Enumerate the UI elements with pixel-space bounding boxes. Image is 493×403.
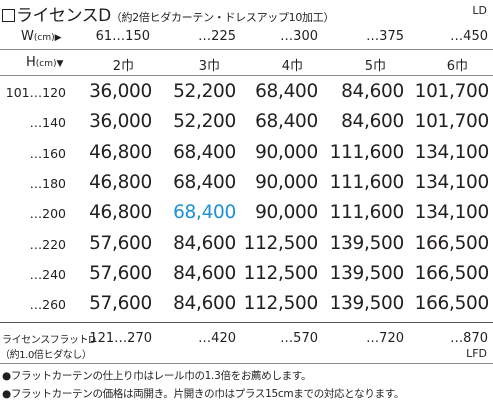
divider	[0, 75, 493, 76]
checkbox-icon	[2, 9, 15, 22]
price-cell: 84,600	[173, 262, 236, 284]
price-cell: 166,500	[414, 262, 490, 284]
price-cell: 57,600	[89, 232, 152, 254]
divider	[0, 363, 493, 364]
note-1: ●フラットカーテンの仕上り巾はレール巾の1.3倍をお薦めします。	[2, 370, 312, 382]
price-cell: 84,600	[173, 232, 236, 254]
size-5: 5巾	[364, 59, 386, 74]
price-cell: 101,700	[414, 81, 490, 102]
divider	[0, 322, 493, 323]
title-row: ライセンスD（約2倍ヒダカーテン・ドレスアップ10加工）	[2, 1, 335, 26]
price-cell: 166,500	[414, 232, 490, 254]
flat-range-2: …420	[198, 331, 236, 346]
price-cell: 112,500	[243, 232, 319, 254]
flat-range-1: 121…270	[89, 331, 152, 346]
width-range-2: …225	[198, 29, 236, 44]
width-range-3: …300	[280, 29, 318, 44]
page-title: ライセンスD	[16, 6, 111, 26]
price-cell: 101,700	[414, 111, 490, 133]
width-header-label: W(cm)▶	[21, 29, 62, 44]
row-height-label: …240	[29, 266, 66, 282]
price-cell: 139,500	[329, 232, 405, 254]
price-cell: 46,800	[89, 141, 152, 163]
price-cell: 57,600	[89, 262, 152, 284]
row-height-label: …180	[29, 175, 66, 191]
price-cell: 112,500	[243, 262, 319, 284]
row-height-label: …140	[29, 115, 66, 131]
width-range-1: 61…150	[95, 29, 150, 44]
row-height-label: …200	[29, 206, 66, 222]
price-cell: 90,000	[255, 202, 318, 224]
flat-range-4: …720	[366, 331, 404, 346]
price-cell: 46,800	[89, 171, 152, 193]
price-cell: 112,500	[243, 293, 319, 315]
flat-range-5: …870	[450, 331, 488, 346]
row-height-label: …260	[29, 297, 66, 313]
price-cell: 52,200	[173, 111, 236, 133]
price-cell: 90,000	[255, 171, 318, 193]
divider	[0, 49, 493, 50]
price-cell: 68,400	[255, 81, 318, 102]
width-range-4: …375	[366, 29, 404, 44]
size-3: 3巾	[198, 59, 220, 74]
price-cell: 36,000	[89, 111, 152, 133]
price-cell: 166,500	[414, 293, 490, 315]
price-cell: 36,000	[89, 81, 152, 102]
page-subtitle: （約2倍ヒダカーテン・ドレスアップ10加工）	[110, 11, 335, 24]
row-height-label: 101…120	[5, 85, 66, 100]
row-height-label: …220	[29, 236, 66, 252]
width-range-5: …450	[450, 29, 488, 44]
price-cell: 134,100	[414, 141, 490, 163]
note-2: ●フラットカーテンの価格は両開き。片開きの巾はプラス15cmまでの対応となります…	[2, 388, 405, 400]
price-cell: 139,500	[329, 262, 405, 284]
price-cell: 68,400	[173, 141, 236, 163]
price-cell: 68,400	[173, 202, 236, 224]
price-cell: 68,400	[173, 171, 236, 193]
price-cell: 134,100	[414, 171, 490, 193]
product-code: LD	[472, 4, 487, 17]
size-4: 4巾	[281, 59, 303, 74]
price-cell: 84,600	[173, 293, 236, 315]
flat-sublabel: （約1.0倍ヒダなし）	[0, 350, 92, 361]
price-cell: 90,000	[255, 141, 318, 163]
price-cell: 111,600	[329, 202, 405, 224]
price-cell: 111,600	[329, 141, 405, 163]
price-cell: 57,600	[89, 293, 152, 315]
flat-label: ライセンスフラットD	[2, 335, 96, 346]
row-height-label: …160	[29, 145, 66, 161]
price-cell: 139,500	[329, 293, 405, 315]
flat-range-3: …570	[280, 331, 318, 346]
price-cell: 68,400	[255, 111, 318, 133]
down-arrow-icon: ▼	[56, 59, 64, 69]
price-cell: 52,200	[173, 81, 236, 102]
price-cell: 111,600	[329, 171, 405, 193]
right-arrow-icon: ▶	[54, 33, 62, 43]
size-2: 2巾	[112, 59, 134, 74]
height-header-label: H(cm)▼	[26, 55, 64, 70]
flat-product-code: LFD	[466, 347, 487, 360]
price-cell: 84,600	[341, 81, 404, 102]
price-cell: 134,100	[414, 202, 490, 224]
price-cell: 84,600	[341, 111, 404, 133]
price-cell: 46,800	[89, 202, 152, 224]
size-6: 6巾	[446, 59, 468, 74]
